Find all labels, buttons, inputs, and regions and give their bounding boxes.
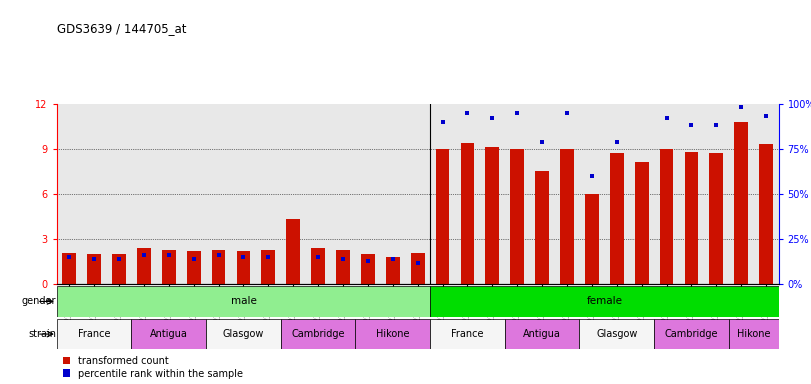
Bar — [635, 162, 649, 284]
Bar — [735, 122, 748, 284]
Bar — [57, 319, 131, 349]
Bar — [261, 250, 275, 284]
Text: Glasgow: Glasgow — [596, 329, 637, 339]
Text: Glasgow: Glasgow — [223, 329, 264, 339]
Bar — [436, 149, 449, 284]
Bar — [162, 250, 176, 284]
Bar — [585, 194, 599, 284]
Text: France: France — [451, 329, 483, 339]
Bar — [112, 254, 126, 284]
Bar — [510, 149, 524, 284]
Bar — [411, 253, 424, 284]
Bar — [560, 149, 574, 284]
Bar — [137, 248, 151, 284]
Bar — [386, 257, 400, 284]
Bar — [57, 286, 430, 317]
Bar — [579, 319, 654, 349]
Text: France: France — [78, 329, 110, 339]
Text: Cambridge: Cambridge — [665, 329, 719, 339]
Bar — [206, 319, 281, 349]
Bar — [361, 254, 375, 284]
Bar — [281, 319, 355, 349]
Text: female: female — [586, 296, 622, 306]
Bar — [430, 286, 779, 317]
Text: Hikone: Hikone — [737, 329, 770, 339]
Text: Antigua: Antigua — [523, 329, 561, 339]
Bar — [286, 220, 300, 284]
Bar — [759, 144, 773, 284]
Bar — [88, 254, 101, 284]
Bar — [659, 149, 673, 284]
Bar — [311, 248, 325, 284]
Bar — [212, 250, 225, 284]
Legend: transformed count, percentile rank within the sample: transformed count, percentile rank withi… — [62, 355, 244, 379]
Bar — [535, 171, 549, 284]
Text: Hikone: Hikone — [376, 329, 410, 339]
Bar — [710, 153, 723, 284]
Bar — [729, 319, 779, 349]
Bar — [187, 251, 200, 284]
Bar — [237, 251, 251, 284]
Bar — [610, 153, 624, 284]
Bar — [355, 319, 430, 349]
Bar — [62, 253, 76, 284]
Bar — [486, 147, 500, 284]
Text: strain: strain — [28, 329, 56, 339]
Bar — [461, 143, 474, 284]
Bar — [430, 319, 504, 349]
Text: gender: gender — [21, 296, 56, 306]
Bar — [504, 319, 579, 349]
Bar — [654, 319, 729, 349]
Bar — [131, 319, 206, 349]
Text: Antigua: Antigua — [150, 329, 187, 339]
Bar — [336, 250, 350, 284]
Text: male: male — [230, 296, 256, 306]
Text: GDS3639 / 144705_at: GDS3639 / 144705_at — [57, 22, 187, 35]
Bar — [684, 152, 698, 284]
Text: Cambridge: Cambridge — [291, 329, 345, 339]
